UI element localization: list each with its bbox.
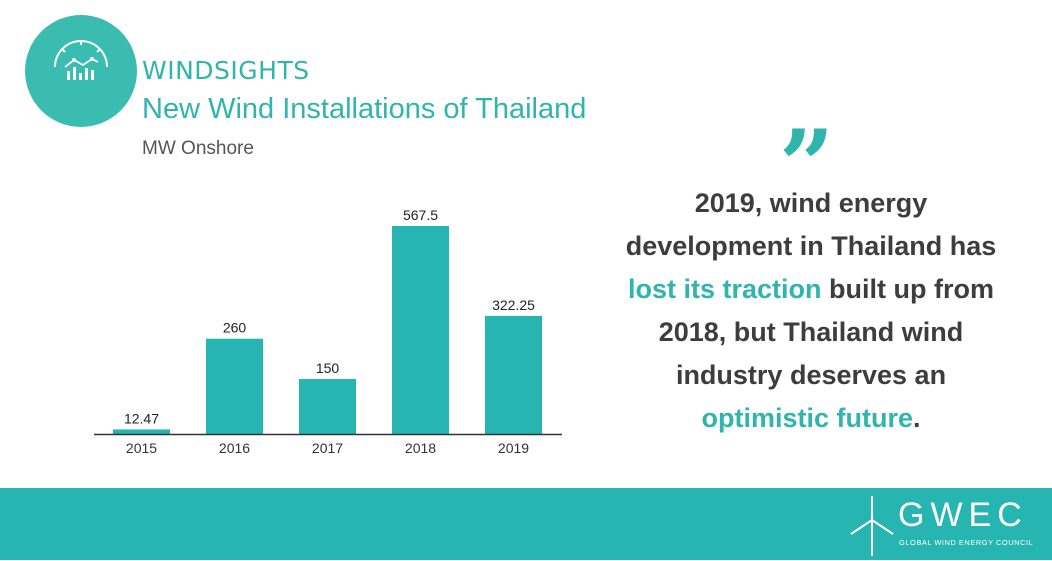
x-tick-label-2018: 2018 [405,440,436,456]
bar-2018 [392,226,449,434]
wind-turbine-icon [850,496,894,556]
data-label-2018: 567.5 [403,207,438,223]
quote-highlight-2: optimistic future [701,403,913,433]
quote-highlight-1: lost its traction [628,274,822,304]
bar-2016 [206,338,263,434]
x-tick-label-2016: 2016 [219,440,250,456]
quote-mark-icon: ” [779,109,835,222]
quote-part-2: built up from 2018, but Thailand wind in… [658,274,994,390]
data-label-2017: 150 [316,360,340,376]
bar-2019 [485,315,542,434]
gwec-logo: GWEC GLOBAL WIND ENERGY COUNCIL [846,494,1036,556]
quote-part-3: . [913,403,921,433]
chart-subtitle: MW Onshore [142,138,254,159]
bar-2017 [299,379,356,434]
data-label-2016: 260 [223,320,247,336]
x-tick-label-2019: 2019 [498,440,529,456]
windsights-logo [25,15,137,127]
brand-name: WINDSIGHTS [142,56,310,85]
chart-title: New Wind Installations of Thailand [142,93,587,125]
x-tick-label-2017: 2017 [312,440,343,456]
bar-2015 [113,429,170,434]
quote-text: 2019, wind energy development in Thailan… [611,182,1011,440]
gwec-wordmark: GWEC [898,496,1028,534]
wind-chart-icon [54,40,108,80]
data-label-2019: 322.25 [492,297,535,313]
bar-chart: 12.47 2015 260 2016 150 2017 567.5 2018 322.25 20… [94,207,562,456]
data-label-2015: 12.47 [124,410,159,426]
gwec-subtitle: GLOBAL WIND ENERGY COUNCIL [899,538,1034,547]
x-tick-label-2015: 2015 [126,440,157,456]
quote-part-1: 2019, wind energy development in Thailan… [625,188,997,261]
